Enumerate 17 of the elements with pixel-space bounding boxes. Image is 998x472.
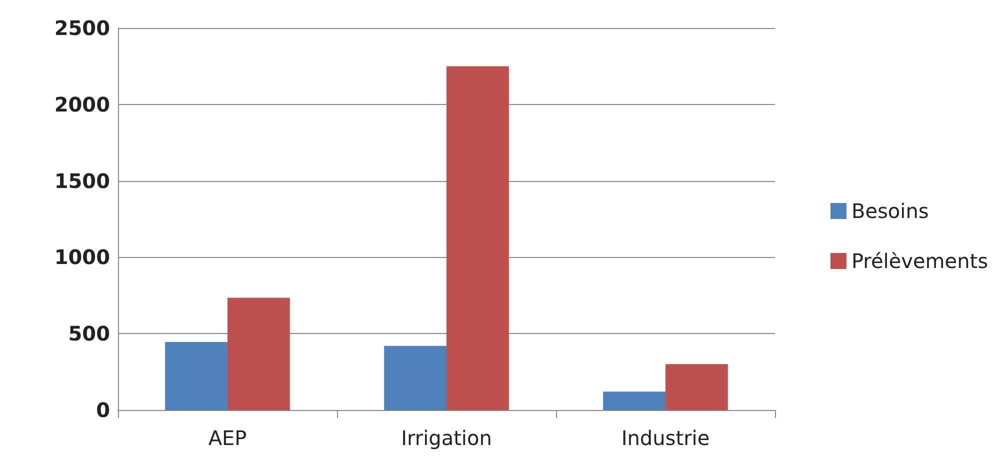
y-tick-label: 1500 (54, 168, 110, 193)
x-tick-label: Irrigation (401, 426, 492, 450)
legend-label: Prélèvements (851, 249, 988, 273)
bar (165, 342, 228, 410)
y-tick-label: 2500 (54, 16, 110, 40)
y-tick-label: 2000 (54, 92, 110, 116)
bar (666, 364, 728, 410)
bar (228, 298, 290, 410)
legend-label: Besoins (851, 199, 929, 223)
bar (603, 392, 666, 410)
y-tick-label: 500 (68, 322, 110, 346)
bar (384, 346, 446, 410)
y-tick-label: 0 (96, 398, 110, 422)
bar (446, 66, 509, 410)
y-tick-label: 1000 (54, 245, 110, 270)
x-tick-label: AEP (208, 426, 247, 450)
x-tick-label: Industrie (621, 426, 710, 450)
